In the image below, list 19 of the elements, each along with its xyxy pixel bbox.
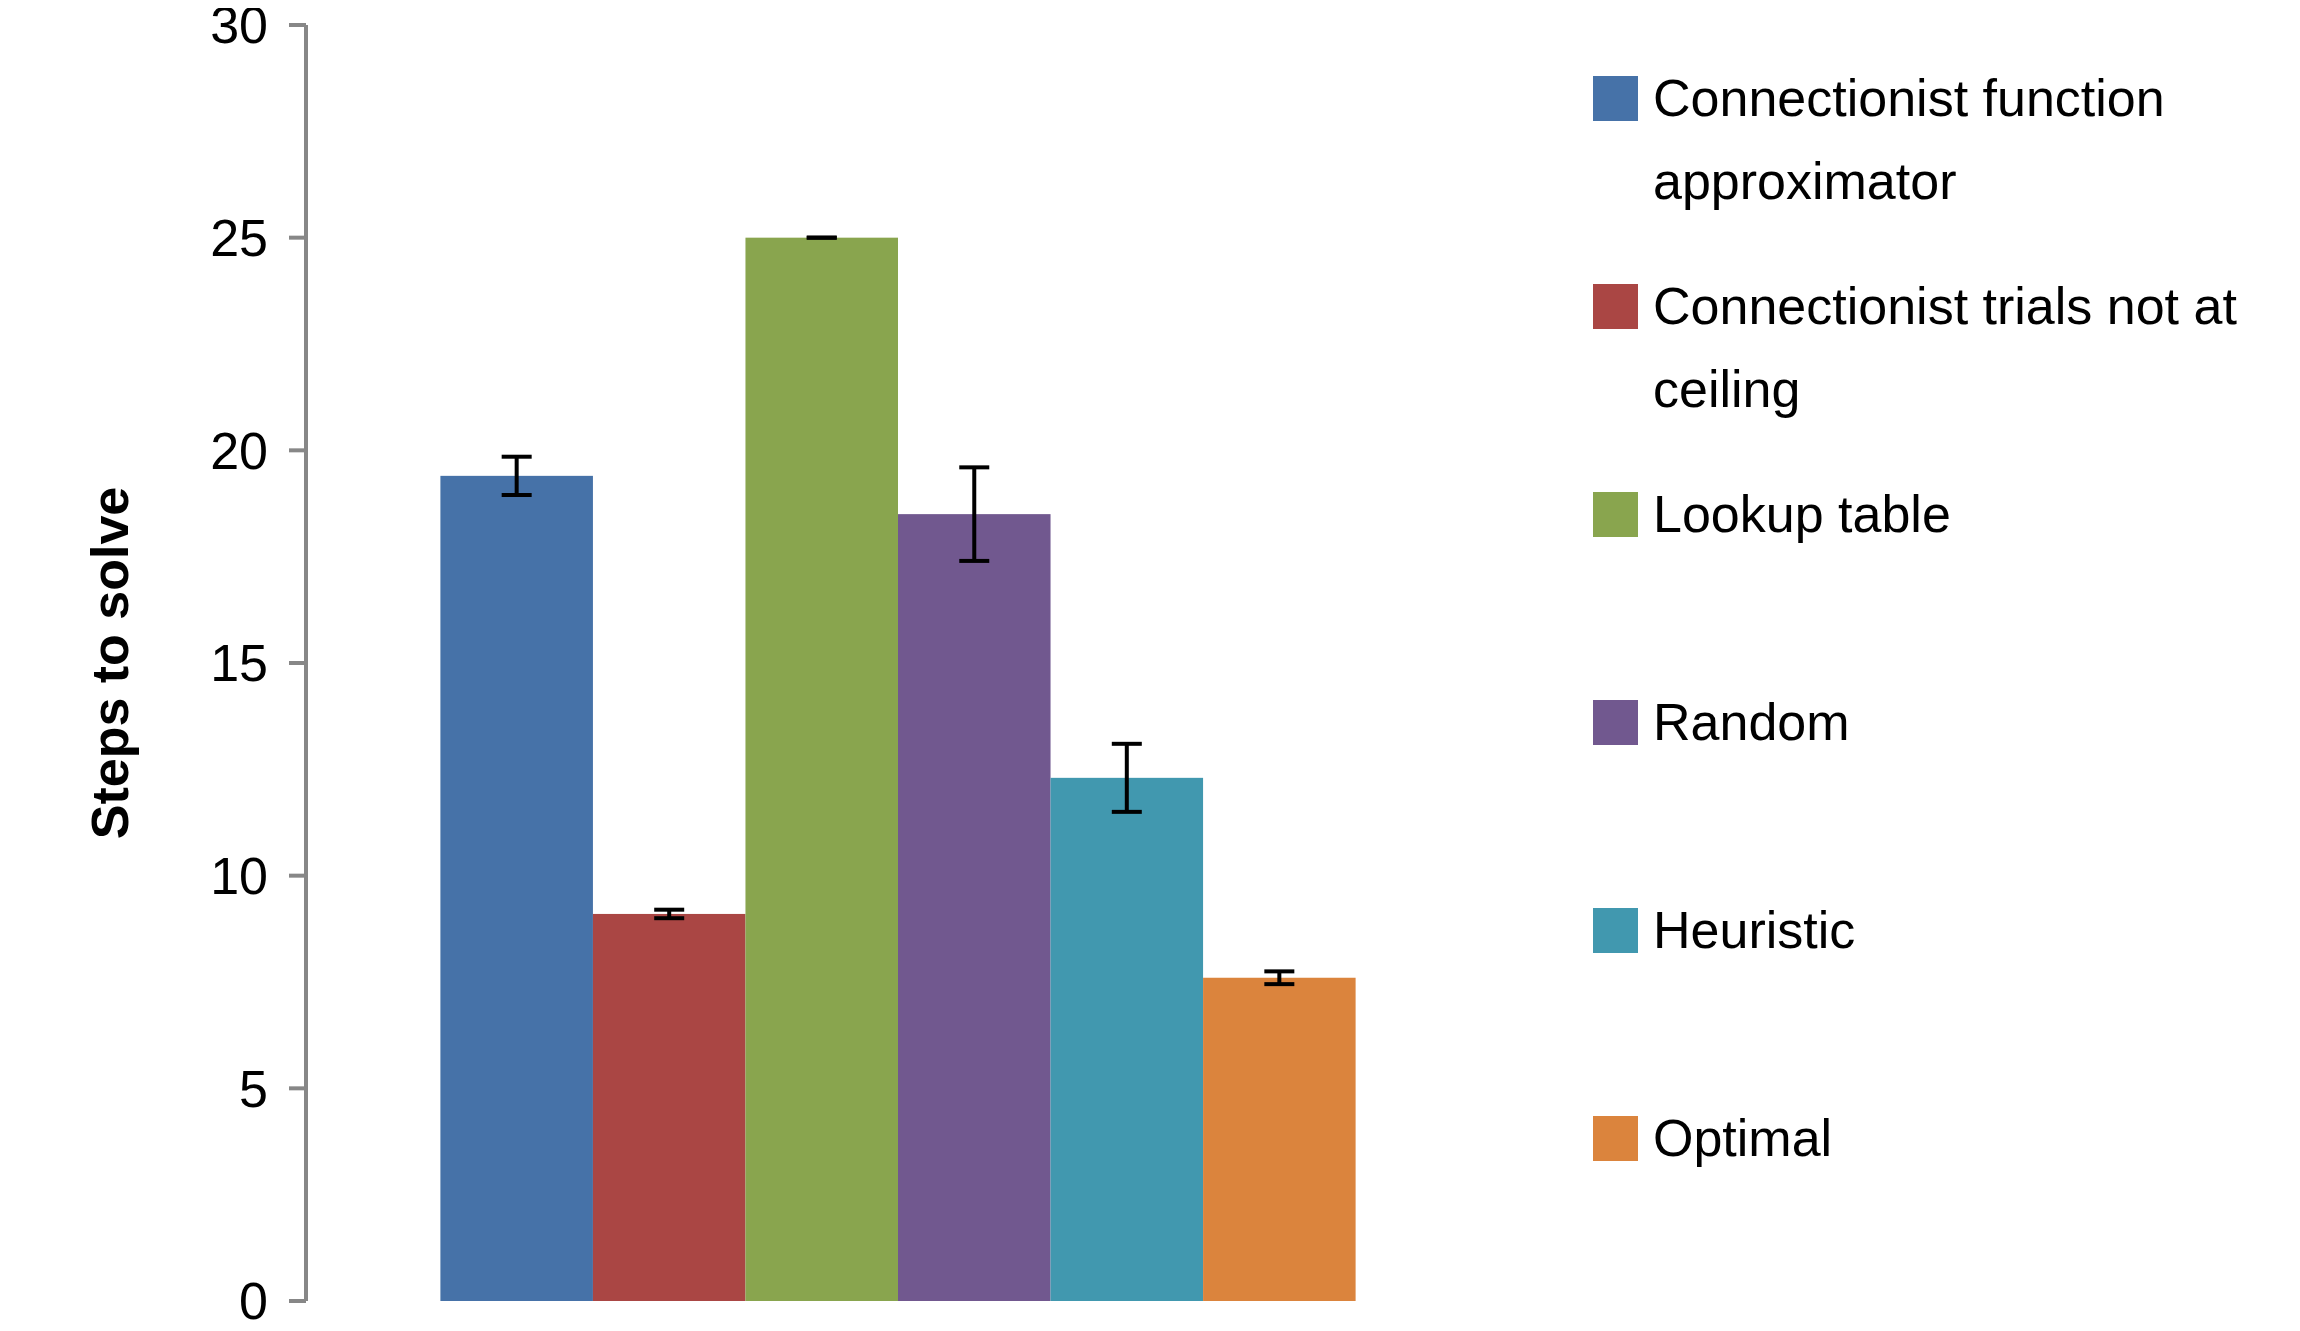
y-tick-label: 15 [210, 634, 268, 693]
y-tick-label: 5 [239, 1059, 268, 1118]
bar [592, 913, 746, 1301]
legend-label: Connectionist function approximator [1653, 69, 2165, 211]
y-axis-title: Steps to solve [81, 486, 139, 840]
y-tick-label: 0 [239, 1272, 268, 1331]
legend-label: Lookup table [1653, 485, 1951, 544]
legend-label: Connectionist trials not at ceiling [1653, 277, 2238, 419]
y-tick-label: 10 [210, 846, 268, 905]
bar [1050, 777, 1204, 1301]
y-tick-label: 25 [210, 208, 268, 267]
bar [440, 475, 593, 1301]
legend-label: Heuristic [1653, 901, 1856, 960]
legend-label: Optimal [1653, 1109, 1833, 1168]
legend-label: Random [1653, 693, 1850, 752]
bar [1203, 977, 1356, 1301]
bar [745, 237, 898, 1301]
bar [898, 514, 1051, 1301]
y-tick-label: 20 [210, 421, 268, 480]
